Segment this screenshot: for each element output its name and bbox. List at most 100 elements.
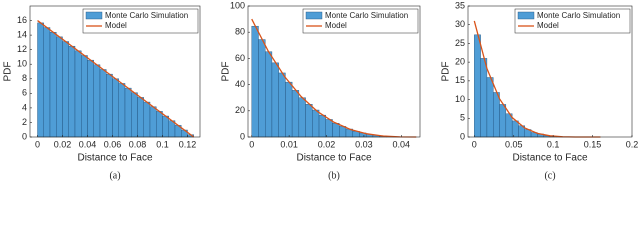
y-tick-label: 80 bbox=[235, 27, 245, 37]
bar bbox=[68, 45, 76, 138]
bar bbox=[43, 27, 51, 138]
y-axis-label: PDF bbox=[441, 62, 452, 82]
bar bbox=[480, 58, 488, 138]
y-tick-label: 40 bbox=[235, 79, 245, 89]
bar bbox=[305, 104, 313, 138]
y-tick-label: 6 bbox=[22, 88, 27, 98]
bar bbox=[99, 69, 107, 138]
bar bbox=[106, 73, 113, 138]
x-axis-label: Distance to Face bbox=[296, 153, 371, 164]
axes-box bbox=[247, 5, 421, 138]
bar bbox=[143, 101, 151, 138]
figure: 0 0.02 0.04 0.06 0.08 0.1 0.120246810121416Dis… bbox=[3, 0, 639, 181]
x-axis-label: Distance to Face bbox=[512, 153, 587, 164]
bar bbox=[499, 104, 507, 138]
bar bbox=[162, 115, 169, 138]
x-tick-label: 0.1 bbox=[547, 139, 560, 149]
x-tick-label: 0.04 bbox=[79, 139, 97, 149]
bar bbox=[285, 81, 293, 138]
model-line bbox=[37, 20, 195, 138]
bar bbox=[87, 59, 94, 138]
x-tick-label: 0.08 bbox=[129, 139, 147, 149]
legend-label: Model bbox=[105, 21, 127, 30]
y-tick-label: 10 bbox=[17, 59, 27, 69]
x-tick-label: 0 bbox=[35, 139, 40, 149]
legend-label: Monte Carlo Simulation bbox=[537, 11, 620, 20]
bar bbox=[318, 114, 326, 138]
bar bbox=[493, 92, 500, 138]
x-tick-label: 0.12 bbox=[179, 139, 197, 149]
bar bbox=[37, 22, 44, 138]
x-tick-label: 0.04 bbox=[393, 139, 411, 149]
bar bbox=[168, 120, 176, 138]
bar bbox=[62, 41, 69, 138]
x-tick-label: 0.02 bbox=[54, 139, 72, 149]
bar bbox=[81, 55, 88, 138]
x-tick-label: 0.05 bbox=[505, 139, 523, 149]
bar bbox=[112, 78, 119, 138]
y-tick-label: 16 bbox=[17, 15, 27, 25]
caption: (a) bbox=[109, 170, 120, 181]
legend-label: Model bbox=[325, 21, 347, 30]
x-tick-label: 0.1 bbox=[156, 139, 169, 149]
caption: (c) bbox=[544, 170, 555, 181]
x-tick-label: 0.2 bbox=[626, 139, 639, 149]
bar bbox=[339, 126, 347, 138]
y-tick-label: 20 bbox=[455, 57, 465, 67]
legend-label: Monte Carlo Simulation bbox=[105, 11, 188, 20]
y-tick-label: 2 bbox=[22, 117, 27, 127]
y-tick-label: 25 bbox=[455, 38, 465, 48]
y-tick-label: 12 bbox=[17, 44, 27, 54]
legend-swatch bbox=[517, 11, 535, 20]
y-axis-label: PDF bbox=[221, 62, 232, 82]
bar bbox=[505, 113, 513, 138]
bar bbox=[271, 62, 279, 138]
x-tick-label: 0.01 bbox=[280, 139, 298, 149]
bar bbox=[474, 34, 481, 138]
legend-swatch bbox=[305, 11, 323, 20]
bar bbox=[325, 119, 333, 138]
bar bbox=[56, 36, 63, 138]
bar bbox=[137, 97, 144, 138]
y-tick-label: 5 bbox=[460, 113, 465, 123]
y-tick-label: 100 bbox=[230, 0, 245, 10]
bar bbox=[156, 111, 163, 138]
y-tick-label: 60 bbox=[235, 53, 245, 63]
y-tick-label: 0 bbox=[240, 131, 245, 141]
caption: (b) bbox=[328, 170, 340, 181]
bar bbox=[149, 106, 157, 138]
bar bbox=[511, 120, 519, 138]
y-axis-label: PDF bbox=[3, 62, 14, 82]
y-tick-label: 15 bbox=[455, 75, 465, 85]
bar bbox=[486, 77, 494, 138]
y-tick-label: 10 bbox=[455, 94, 465, 104]
bar bbox=[251, 25, 259, 138]
bar bbox=[312, 109, 320, 138]
x-tick-label: 0.03 bbox=[355, 139, 373, 149]
y-tick-label: 8 bbox=[22, 73, 27, 83]
y-tick-label: 14 bbox=[17, 29, 27, 39]
y-tick-label: 0 bbox=[460, 131, 465, 141]
bar bbox=[74, 50, 82, 138]
x-tick-label: 0.02 bbox=[318, 139, 336, 149]
axes-box bbox=[467, 5, 633, 138]
bar bbox=[265, 51, 273, 138]
bar bbox=[332, 123, 340, 138]
model-line bbox=[251, 18, 417, 138]
x-tick-label: 0 bbox=[249, 139, 254, 149]
x-axis-label: Distance to Face bbox=[77, 153, 152, 164]
bar bbox=[49, 32, 57, 138]
x-tick-label: 0.06 bbox=[104, 139, 122, 149]
bar bbox=[131, 92, 138, 138]
legend-label: Model bbox=[537, 21, 559, 30]
y-tick-label: 20 bbox=[235, 105, 245, 115]
x-tick-label: 0.15 bbox=[584, 139, 602, 149]
bar bbox=[298, 97, 306, 138]
legend-swatch bbox=[85, 11, 103, 20]
bar bbox=[258, 39, 266, 138]
legend-label: Monte Carlo Simulation bbox=[325, 11, 408, 20]
y-tick-label: 0 bbox=[22, 131, 27, 141]
bar bbox=[118, 83, 126, 138]
axes-box bbox=[29, 5, 201, 138]
bar bbox=[278, 72, 286, 138]
